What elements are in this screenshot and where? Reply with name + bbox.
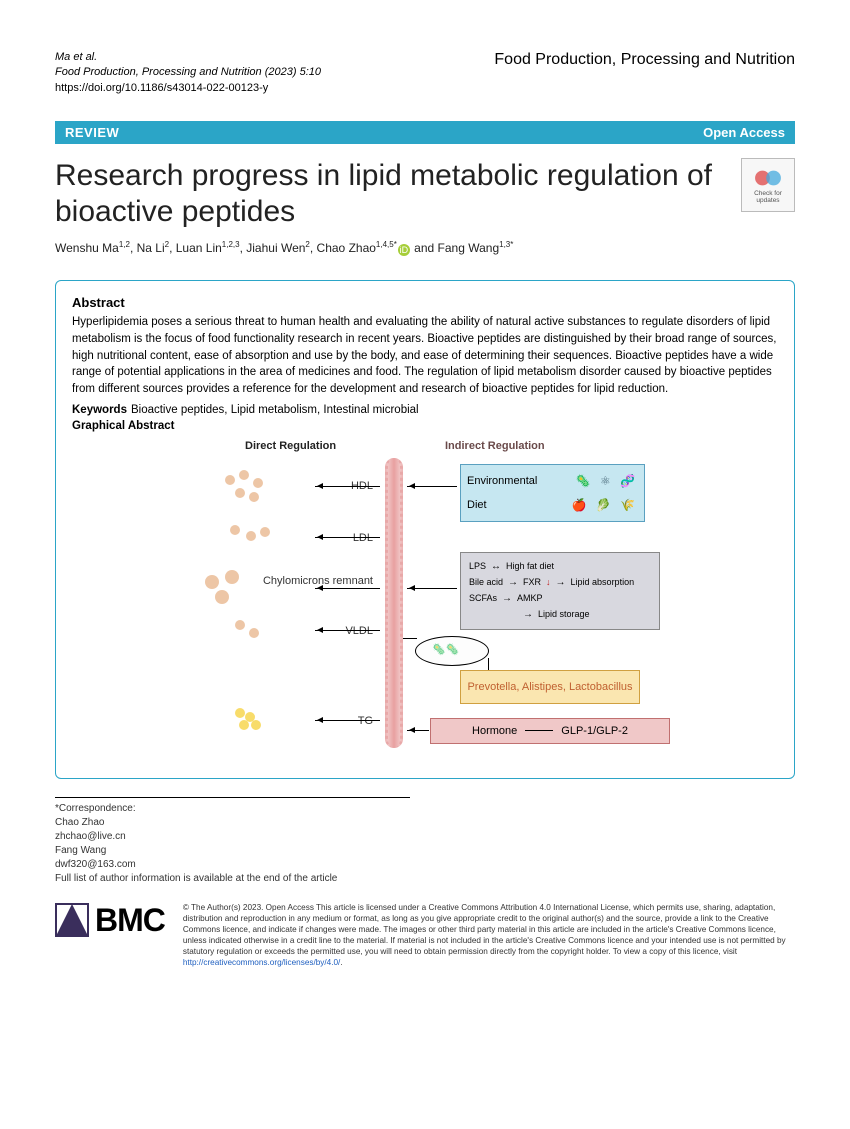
pathway-arrow	[407, 588, 457, 589]
hormone-box: Hormone GLP-1/GLP-2	[430, 718, 670, 744]
doi: https://doi.org/10.1186/s43014-022-00123…	[55, 81, 321, 96]
check-updates-text: Check for updates	[742, 190, 794, 204]
license-body: © The Author(s) 2023. Open Access This a…	[183, 903, 786, 956]
microbe-box: Prevotella, Alistipes, Lactobacillus	[460, 670, 640, 704]
header-citation: Ma et al. Food Production, Processing an…	[55, 50, 321, 96]
abstract-heading: Abstract	[72, 295, 778, 310]
corr-line: Fang Wang	[55, 844, 410, 858]
article-type-label: REVIEW	[65, 125, 119, 140]
ldl-arrow	[315, 537, 380, 538]
membrane-graphic	[385, 458, 403, 748]
lps-label: LPS	[469, 559, 486, 573]
env-arrow	[407, 486, 457, 487]
chylo-arrow	[315, 588, 380, 589]
hormone-dash	[525, 730, 553, 731]
diet-icons: 🍎 🥬 🌾	[572, 498, 639, 512]
correspondence-label: *Correspondence:	[55, 802, 410, 816]
page: Ma et al. Food Production, Processing an…	[0, 0, 850, 998]
citation-authors: Ma et al.	[55, 51, 97, 63]
corr-line: Full list of author information is avail…	[55, 872, 410, 886]
article-type-bar: REVIEW Open Access	[55, 121, 795, 144]
ldl-label: LDL	[353, 532, 373, 544]
ldl-blobs	[230, 525, 280, 555]
keywords-label: Keywords	[72, 404, 127, 416]
correspondence-block: *Correspondence: Chao Zhao zhchao@live.c…	[55, 797, 410, 886]
bacteria-oval	[415, 636, 489, 666]
lipid-abs-label: Lipid absorption	[571, 575, 635, 589]
corr-line: dwf320@163.com	[55, 858, 410, 872]
author: Wenshu Ma1,2	[55, 241, 130, 255]
journal-name: Food Production, Processing and Nutritio…	[494, 50, 795, 96]
running-header: Ma et al. Food Production, Processing an…	[55, 50, 795, 96]
direct-regulation-title: Direct Regulation	[245, 440, 336, 452]
corr-line: Chao Zhao	[55, 816, 410, 830]
indirect-regulation-title: Indirect Regulation	[445, 440, 545, 452]
hfd-label: High fat diet	[506, 559, 554, 573]
abstract-box: Abstract Hyperlipidemia poses a serious …	[55, 280, 795, 778]
hdl-arrow	[315, 486, 380, 487]
authors-list: Wenshu Ma1,2, Na Li2, Luan Lin1,2,3, Jia…	[55, 240, 795, 256]
glp-label: GLP-1/GLP-2	[561, 725, 628, 737]
graphical-abstract: Direct Regulation Indirect Regulation HD…	[185, 440, 665, 760]
microbe-connector	[403, 638, 417, 639]
vldl-arrow	[315, 630, 380, 631]
hormone-arrow	[407, 730, 429, 731]
amkp-label: AMKP	[517, 591, 543, 605]
bile-label: Bile acid	[469, 575, 503, 589]
footer: BMC © The Author(s) 2023. Open Access Th…	[55, 902, 795, 968]
tg-arrow	[315, 720, 380, 721]
article-title: Research progress in lipid metabolic reg…	[55, 158, 729, 230]
chylo-blobs	[205, 570, 265, 610]
author: Jiahui Wen2	[246, 241, 310, 255]
lipid-storage-label: Lipid storage	[538, 607, 590, 621]
environmental-box: Environmental 🦠 ⚛ 🧬 Diet 🍎 🥬 🌾	[460, 464, 645, 522]
author: Na Li2	[137, 241, 169, 255]
vldl-label: VLDL	[345, 625, 373, 637]
corr-line: zhchao@live.cn	[55, 830, 410, 844]
diet-label: Diet	[467, 499, 487, 511]
scfa-label: SCFAs	[469, 591, 497, 605]
bmc-text: BMC	[95, 902, 165, 939]
pathway-box: LPS ↔ High fat diet Bile acid → FXR↓ → L…	[460, 552, 660, 630]
vldl-blobs	[235, 620, 285, 650]
tg-label: TG	[358, 715, 373, 727]
fxr-label: FXR	[523, 575, 541, 589]
microbe-connector-v	[488, 658, 489, 670]
env-icons: 🦠 ⚛ 🧬	[576, 474, 638, 488]
keywords-text: Bioactive peptides, Lipid metabolism, In…	[131, 404, 419, 416]
author: Fang Wang1,3*	[438, 241, 514, 255]
keywords-line: Keywords Bioactive peptides, Lipid metabo…	[72, 404, 778, 416]
bmc-logo: BMC	[55, 902, 165, 939]
tg-blobs	[235, 708, 263, 732]
author: Luan Lin1,2,3	[176, 241, 240, 255]
crossmark-icon	[754, 166, 782, 190]
orcid-icon[interactable]: iD	[398, 244, 410, 256]
environmental-label: Environmental	[467, 475, 537, 487]
author: Chao Zhao1,4,5*	[317, 241, 397, 255]
hdl-blobs	[225, 470, 285, 510]
open-access-label: Open Access	[703, 125, 785, 140]
check-updates-badge[interactable]: Check for updates	[741, 158, 795, 212]
license-text: © The Author(s) 2023. Open Access This a…	[183, 902, 795, 968]
abstract-body: Hyperlipidemia poses a serious threat to…	[72, 314, 778, 397]
citation-line: Food Production, Processing and Nutritio…	[55, 66, 321, 78]
license-link[interactable]: http://creativecommons.org/licenses/by/4…	[183, 958, 340, 967]
hormone-label: Hormone	[472, 725, 517, 737]
bmc-icon	[55, 903, 89, 937]
graphical-abstract-label: Graphical Abstract	[72, 420, 778, 432]
title-row: Research progress in lipid metabolic reg…	[55, 158, 795, 230]
